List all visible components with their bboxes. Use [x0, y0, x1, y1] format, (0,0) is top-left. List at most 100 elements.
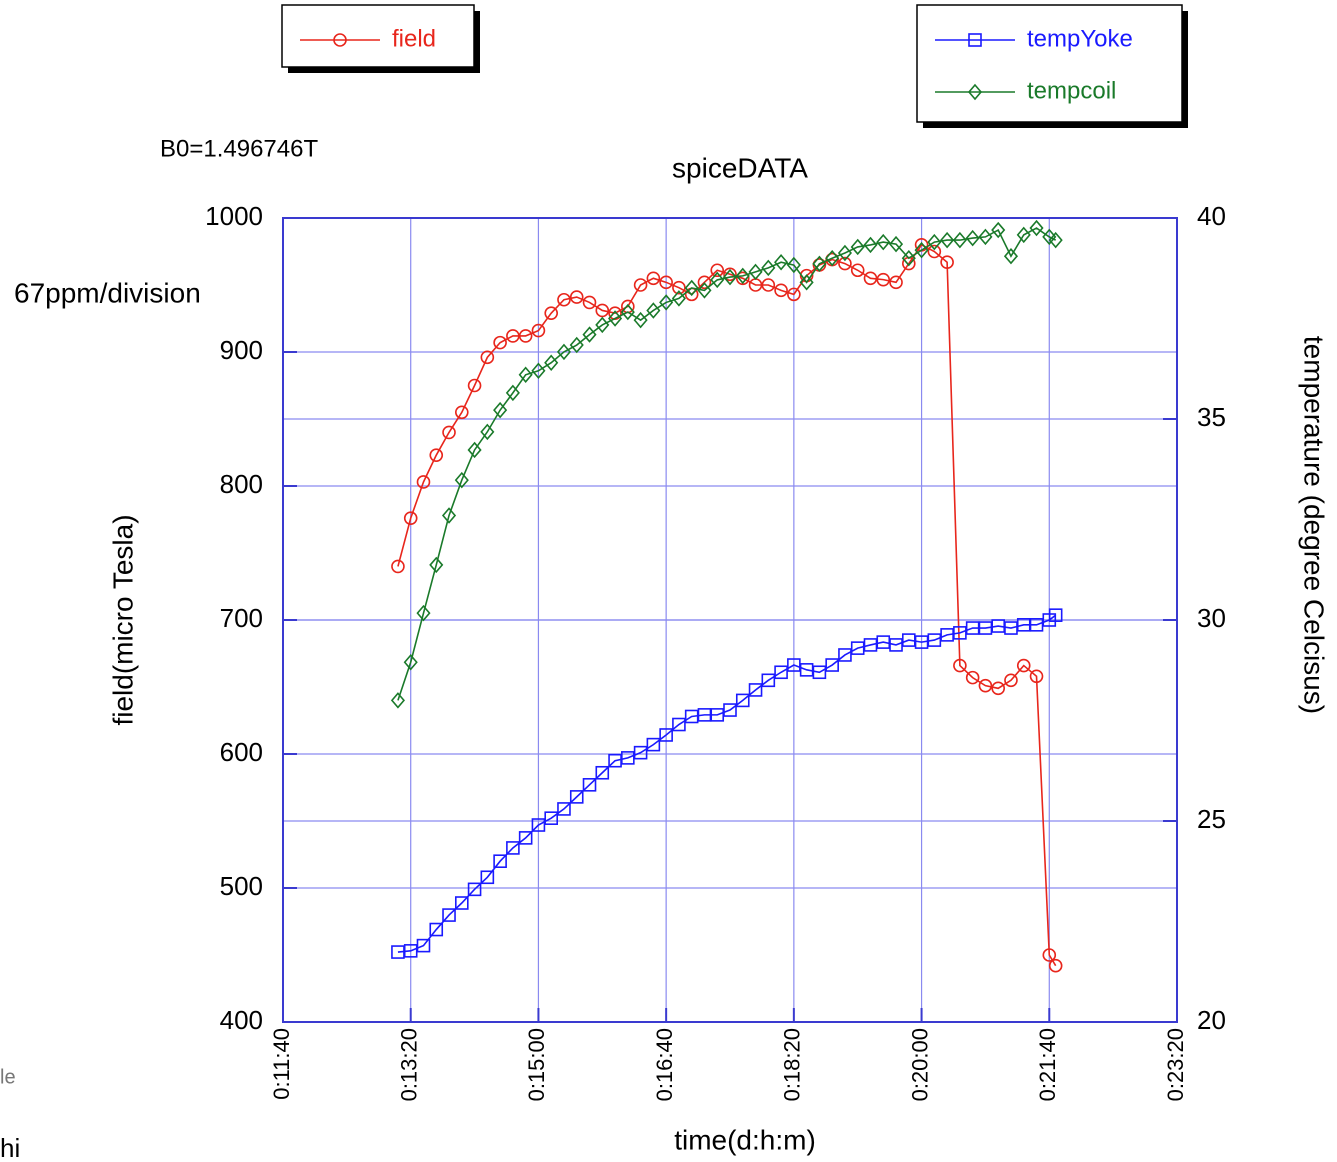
data-point	[1048, 958, 1063, 973]
data-point	[416, 938, 431, 953]
data-point	[838, 648, 852, 662]
data-point	[569, 290, 584, 304]
legend-marker	[967, 83, 983, 101]
data-point	[544, 354, 559, 371]
y-tick-label: 900	[220, 335, 263, 365]
legend-box	[281, 4, 475, 68]
data-point	[480, 423, 495, 441]
data-point	[646, 302, 661, 319]
data-point	[429, 556, 444, 574]
x-tick-label: 0:23:20	[1163, 1028, 1188, 1101]
data-point	[1029, 219, 1044, 237]
data-point	[1016, 226, 1031, 244]
y2-tick-label: 30	[1197, 603, 1226, 633]
data-point	[442, 908, 456, 922]
data-point	[672, 717, 686, 732]
data-point	[442, 425, 456, 440]
y2-tick-label: 35	[1197, 402, 1226, 432]
data-point	[889, 275, 903, 290]
data-point	[965, 229, 980, 247]
y-tick-label: 400	[220, 1005, 263, 1035]
data-point	[416, 604, 431, 622]
data-point	[914, 241, 929, 259]
data-point	[531, 362, 546, 379]
data-point	[723, 267, 737, 282]
data-point	[556, 343, 572, 361]
data-point	[646, 737, 661, 752]
data-point	[812, 665, 827, 680]
legend-label: tempcoil	[1027, 77, 1116, 104]
data-point	[978, 228, 993, 246]
data-point	[659, 275, 673, 290]
data-point	[799, 274, 814, 291]
x-tick-label: 0:15:00	[524, 1028, 549, 1101]
data-point	[454, 896, 469, 910]
data-point	[838, 256, 852, 271]
data-point	[544, 811, 559, 825]
data-point	[595, 316, 610, 334]
data-point	[876, 272, 891, 287]
data-point	[493, 335, 507, 350]
data-point	[850, 238, 865, 256]
data-point	[735, 271, 750, 286]
data-point	[518, 831, 533, 845]
y2-axis-label: temperature (degree Celcisus)	[1299, 336, 1330, 714]
data-point	[595, 765, 610, 780]
legend-marker	[333, 33, 347, 47]
data-point	[608, 310, 623, 327]
series-line	[397, 227, 1057, 701]
side-text: hi	[0, 1133, 20, 1162]
data-point	[480, 870, 495, 885]
data-point	[953, 658, 967, 673]
series-line	[397, 243, 1057, 967]
x-axis-label: time(d:h:m)	[674, 1124, 816, 1155]
data-point	[697, 282, 712, 299]
chart-title: spiceDATA	[672, 152, 808, 183]
legend-label: tempYoke	[1027, 25, 1133, 52]
data-point	[582, 295, 597, 310]
data-point	[646, 271, 661, 286]
data-point	[557, 292, 571, 307]
data-point	[748, 263, 763, 281]
data-point	[454, 471, 469, 489]
data-point	[940, 231, 955, 249]
legend-marker	[968, 33, 982, 47]
legend	[281, 4, 1188, 128]
data-point	[633, 745, 648, 760]
data-point	[965, 670, 980, 685]
data-point	[710, 263, 725, 278]
data-point	[735, 267, 750, 285]
data-point	[454, 405, 469, 420]
data-point	[684, 279, 699, 297]
data-point	[467, 882, 482, 897]
data-point	[493, 401, 508, 419]
data-point	[633, 278, 648, 292]
data-point	[1042, 228, 1057, 246]
data-point	[825, 249, 840, 267]
data-point	[735, 693, 750, 708]
data-point	[1016, 658, 1031, 673]
y-tick-label: 1000	[205, 201, 263, 231]
data-point	[620, 303, 635, 321]
data-point	[786, 256, 801, 274]
data-point	[429, 922, 444, 937]
data-point	[467, 441, 482, 459]
data-point	[697, 275, 712, 290]
data-point	[748, 683, 763, 697]
data-point	[761, 673, 776, 688]
data-point	[952, 231, 967, 249]
data-point	[544, 306, 559, 320]
data-point	[531, 818, 546, 832]
side-text: le	[0, 1066, 16, 1088]
data-point	[1048, 231, 1063, 249]
data-point	[403, 653, 418, 671]
annotation: 67ppm/division	[14, 277, 201, 308]
data-point	[429, 448, 444, 462]
data-point	[480, 350, 495, 365]
data-point	[901, 249, 916, 267]
data-point	[1042, 948, 1057, 962]
data-point	[505, 384, 520, 402]
data-point	[659, 728, 673, 742]
